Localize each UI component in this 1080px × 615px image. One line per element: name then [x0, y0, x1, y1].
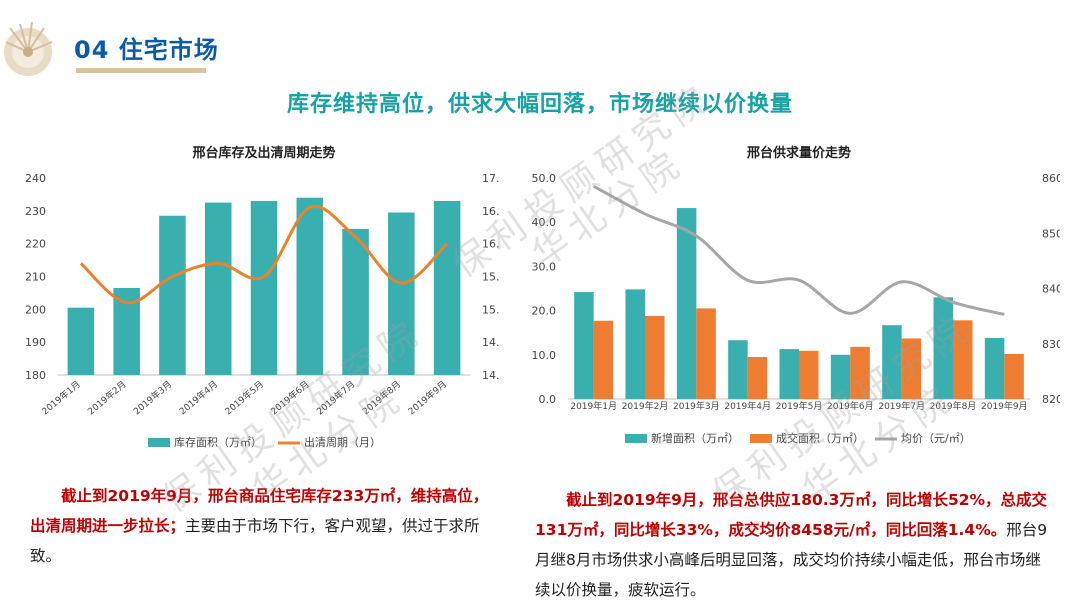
x-tick-label: 2019年6月: [827, 400, 874, 412]
legend-swatch: [625, 434, 647, 443]
y-right-tick-label: 17.0: [482, 172, 500, 185]
y-right-tick-label: 16.0: [482, 238, 500, 251]
y-right-tick-label: 14.5: [482, 336, 500, 349]
x-tick-label: 2019年8月: [360, 378, 403, 417]
y-right-tick-label: 8400: [1042, 283, 1060, 296]
legend-label: 库存面积（万㎡）: [174, 435, 262, 449]
x-tick-label: 2019年9月: [406, 378, 449, 417]
x-tick-label: 2019年9月: [981, 400, 1028, 412]
bar: [625, 289, 645, 399]
y-left-tick-label: 190: [25, 336, 46, 349]
bar: [696, 308, 716, 399]
series-line: [592, 184, 1005, 316]
bar: [830, 354, 851, 399]
x-tick-label: 2019年8月: [930, 400, 977, 412]
x-tick-label: 2019年2月: [622, 400, 669, 412]
y-left-tick-label: 20.0: [532, 305, 557, 318]
bar: [676, 208, 697, 399]
x-tick-label: 2019年3月: [673, 400, 720, 412]
title-underline: [76, 68, 206, 73]
supply-demand-chart: 邢台供求量价走势 0.0 10.0 20.0 30.0 40.0 50.0 8200 8300 8…: [532, 145, 1061, 445]
bar: [67, 307, 95, 375]
x-tick-label: 2019年5月: [776, 400, 823, 412]
left-summary-highlight: 截止到2019年9月，邢台商品住宅库存233万㎡，维持高位，出清周期进一步拉长；: [30, 487, 489, 535]
y-right-tick-label: 15.0: [482, 303, 500, 316]
bar: [388, 212, 415, 375]
x-tick-label: 2019年4月: [724, 400, 771, 412]
legend-swatch: [148, 438, 170, 447]
y-right-tick-label: 15.5: [482, 271, 500, 284]
bar: [342, 228, 369, 375]
y-right-tick-label: 14.0: [482, 369, 500, 382]
section-title: 04 住宅市场: [74, 36, 219, 64]
x-tick-label: 2019年3月: [131, 378, 174, 417]
x-tick-label: 2019年1月: [39, 378, 82, 417]
bar: [779, 349, 799, 399]
y-left-tick-label: 210: [25, 271, 46, 284]
y-left-tick-label: 200: [25, 303, 46, 316]
bar: [1004, 353, 1024, 399]
bar: [953, 320, 973, 399]
bar: [296, 197, 324, 375]
page-headline: 库存维持高位，供求大幅回落，市场继续以价换量: [286, 92, 793, 117]
y-right-tick-label: 16.5: [482, 205, 500, 218]
legend-label: 出清周期（月）: [304, 435, 381, 449]
bar: [933, 297, 953, 399]
y-left-tick-label: 50.0: [532, 172, 557, 185]
x-tick-label: 2019年4月: [177, 378, 220, 417]
y-left-tick-label: 30.0: [532, 260, 557, 273]
y-right-tick-label: 8600: [1042, 172, 1060, 185]
y-left-tick-label: 220: [25, 238, 46, 251]
bar: [645, 315, 665, 399]
y-left-tick-label: 0.0: [539, 393, 557, 406]
x-tick-label: 2019年1月: [570, 400, 617, 412]
bar: [901, 338, 922, 399]
bar: [159, 215, 186, 375]
bar: [882, 325, 902, 399]
bar: [593, 320, 614, 399]
x-tick-label: 2019年2月: [85, 378, 128, 417]
y-left-tick-label: 240: [25, 172, 46, 185]
x-tick-label: 2019年5月: [222, 378, 265, 417]
y-right-tick-label: 8500: [1042, 227, 1060, 240]
series-line: [79, 204, 449, 305]
left-summary-body: 主要由于市场下行，客户观望，供过于求所致。: [30, 517, 480, 565]
logo-icon: [4, 21, 53, 76]
chart-title: 邢台供求量价走势: [747, 145, 851, 161]
legend-label: 均价（元/㎡）: [901, 432, 971, 445]
bar: [799, 350, 819, 399]
x-tick-label: 2019年7月: [314, 378, 357, 417]
y-left-tick-label: 230: [25, 205, 46, 218]
y-left-tick-label: 10.0: [532, 349, 557, 362]
legend-swatch: [750, 434, 772, 443]
right-summary-highlight: 截止到2019年9月，邢台总供应180.3万㎡，同比增长52%，总成交131万㎡…: [535, 491, 1048, 539]
left-summary-text: 截止到2019年9月，邢台商品住宅库存233万㎡，维持高位，出清周期进一步拉长；…: [30, 481, 500, 571]
legend-label: 成交面积（万㎡）: [776, 431, 864, 445]
bar: [850, 346, 870, 399]
bar: [433, 200, 461, 375]
x-tick-label: 2019年6月: [268, 378, 311, 417]
bar: [728, 340, 748, 399]
chart-title: 邢台库存及出清周期走势: [192, 145, 335, 161]
bar: [984, 338, 1005, 399]
bar: [747, 357, 768, 399]
bar: [204, 202, 232, 375]
bar: [574, 292, 594, 399]
y-left-tick-label: 180: [25, 369, 46, 382]
inventory-chart: 邢台库存及出清周期走势 180 190 200 210 220 230 240 14.0 14.5…: [25, 145, 500, 449]
y-right-tick-label: 8300: [1042, 338, 1060, 351]
bar: [250, 200, 278, 375]
x-tick-label: 2019年7月: [878, 400, 925, 412]
y-left-tick-label: 40.0: [532, 216, 557, 229]
y-right-tick-label: 8200: [1042, 393, 1060, 406]
right-summary-text: 截止到2019年9月，邢台总供应180.3万㎡，同比增长52%，总成交131万㎡…: [535, 485, 1050, 605]
right-summary-body: 邢台9月继8月市场供求小高峰后明显回落，成交均价持续小幅走低，邢台市场继续以价换…: [535, 521, 1048, 599]
legend-label: 新增面积（万㎡）: [651, 431, 739, 445]
